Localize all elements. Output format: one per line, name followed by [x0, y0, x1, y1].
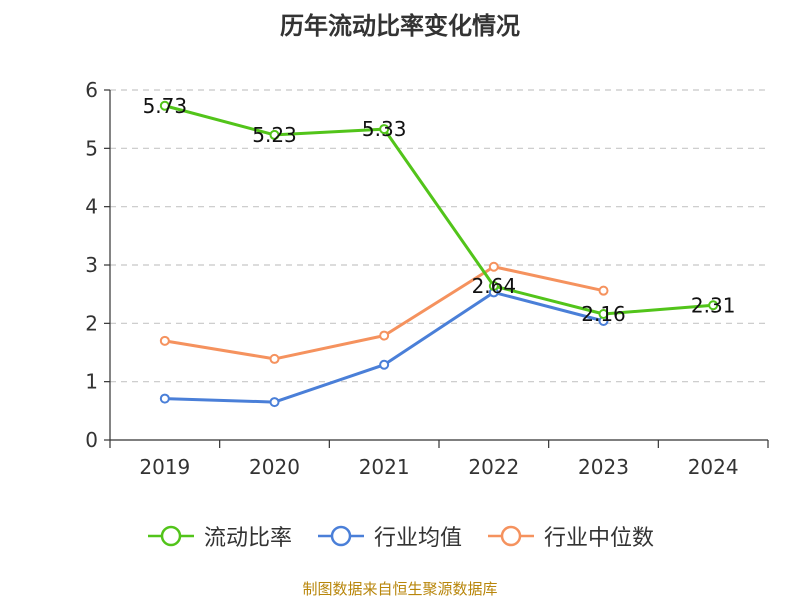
label-layer: 5.73 5.23 5.33 2.64 2.16 2.31: [143, 94, 736, 326]
data-point: [598, 309, 609, 319]
x-tick-label: 2019: [139, 455, 190, 479]
data-point: [269, 397, 280, 408]
legend: 流动比率 行业均值 行业中位数: [0, 520, 800, 552]
legend-label: 行业均值: [373, 526, 462, 551]
x-tick-label: 2021: [359, 455, 410, 479]
data-label: 2.31: [691, 293, 736, 317]
source-text: 制图数据来自恒生聚源数据库: [302, 580, 498, 598]
legend-marker-current-ratio: [147, 525, 194, 547]
x-tick-label: 2022: [468, 455, 519, 479]
x-tick-label: 2024: [688, 455, 739, 479]
legend-marker-industry-median: [488, 525, 534, 547]
data-point: [379, 359, 390, 370]
data-label: 2.16: [581, 302, 626, 326]
legend-label: 流动比率: [203, 526, 292, 551]
x-tick-label: 2023: [578, 455, 629, 479]
axis-layer: 0 1 2 3 4 5 6 2019 2020 2021 2022 2023 2024: [85, 78, 769, 479]
y-tick-label: 6: [85, 78, 98, 102]
series-line-1: [164, 290, 604, 404]
legend-item-industry-median[interactable]: 行业中位数: [486, 520, 654, 552]
data-point: [598, 285, 609, 296]
data-label: 5.23: [252, 123, 297, 147]
data-point: [269, 353, 280, 364]
data-point: [159, 100, 170, 111]
data-point: [379, 330, 390, 341]
y-tick-label: 4: [85, 195, 98, 219]
data-point: [488, 281, 499, 291]
y-tick-label: 1: [85, 370, 98, 394]
data-point: [488, 261, 499, 272]
y-tick-label: 0: [85, 428, 98, 452]
data-point: [379, 124, 390, 135]
series-line-0: [164, 104, 714, 316]
data-label: 2.64: [472, 274, 517, 298]
data-label: 5.73: [143, 94, 188, 118]
legend-item-industry-mean[interactable]: 行业均值: [316, 520, 462, 552]
y-tick-label: 2: [85, 311, 98, 335]
y-tick-label: 3: [85, 253, 98, 277]
data-point: [159, 393, 170, 404]
legend-label: 行业中位数: [544, 526, 655, 551]
series-layer: [159, 100, 719, 408]
data-point: [159, 335, 170, 346]
y-tick-label: 5: [85, 136, 98, 160]
legend-marker-industry-mean: [317, 525, 364, 547]
chart-title: 历年流动比率变化情况: [280, 12, 520, 40]
data-point: [708, 300, 719, 311]
grid-layer: [110, 89, 768, 383]
data-point: [269, 129, 280, 140]
series-line-2: [164, 265, 604, 361]
legend-item-current-ratio[interactable]: 流动比率: [146, 520, 292, 552]
x-tick-label: 2020: [249, 455, 300, 479]
data-label: 5.33: [362, 117, 407, 141]
